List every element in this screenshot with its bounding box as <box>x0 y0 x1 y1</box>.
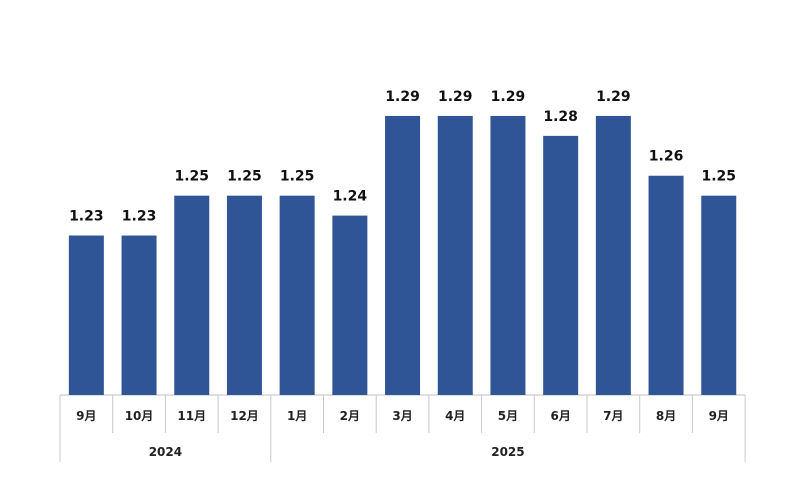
bar-7 <box>437 115 473 395</box>
x-tick-label-11: 8月 <box>656 409 676 423</box>
bar-2 <box>174 195 210 395</box>
bar-12 <box>701 195 737 395</box>
x-tick-label-10: 7月 <box>603 409 623 423</box>
data-label-2: 1.25 <box>174 169 209 185</box>
x-tick-label-7: 4月 <box>445 409 465 423</box>
bar-11 <box>648 175 684 395</box>
data-label-1: 1.23 <box>122 209 157 225</box>
data-label-11: 1.26 <box>649 149 684 165</box>
data-label-4: 1.25 <box>280 169 315 185</box>
bar-1 <box>121 235 157 395</box>
x-tick-label-6: 3月 <box>392 409 412 423</box>
bar-5 <box>332 215 368 395</box>
bar-3 <box>226 195 262 395</box>
x-tick-label-3: 12月 <box>230 409 259 423</box>
x-tick-label-0: 9月 <box>76 409 96 423</box>
x-tick-label-4: 1月 <box>287 409 307 423</box>
x-tick-label-2: 11月 <box>177 409 206 423</box>
x-tick-label-5: 2月 <box>340 409 360 423</box>
data-label-10: 1.29 <box>596 89 631 105</box>
bar-9 <box>543 135 579 395</box>
data-label-3: 1.25 <box>227 169 262 185</box>
data-label-7: 1.29 <box>438 89 473 105</box>
data-label-5: 1.24 <box>333 189 368 205</box>
x-tick-label-1: 10月 <box>125 409 154 423</box>
data-label-6: 1.29 <box>385 89 420 105</box>
bar-4 <box>279 195 315 395</box>
data-label-8: 1.29 <box>491 89 526 105</box>
data-label-12: 1.25 <box>701 169 736 185</box>
bar-0 <box>68 235 104 395</box>
x-tick-label-9: 6月 <box>550 409 570 423</box>
bar-8 <box>490 115 526 395</box>
bar-10 <box>595 115 631 395</box>
year-group-label-1: 2025 <box>491 445 524 459</box>
bar-6 <box>385 115 421 395</box>
x-tick-label-8: 5月 <box>498 409 518 423</box>
data-label-9: 1.28 <box>543 109 578 125</box>
data-label-0: 1.23 <box>69 209 104 225</box>
x-tick-label-12: 9月 <box>709 409 729 423</box>
year-group-label-0: 2024 <box>149 445 182 459</box>
